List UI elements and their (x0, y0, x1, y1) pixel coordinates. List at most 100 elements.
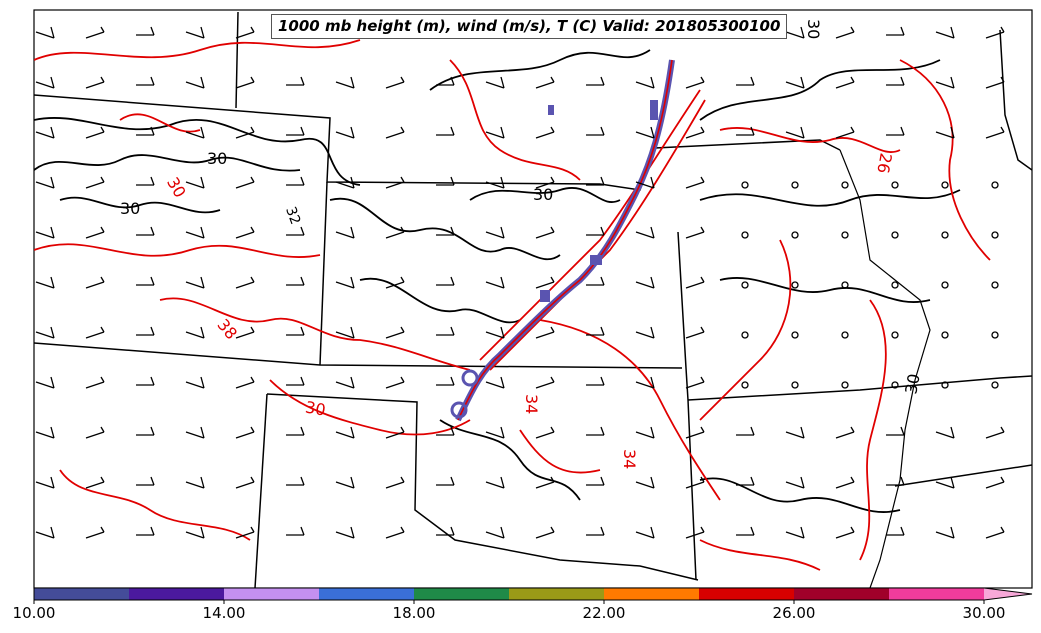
wind-barb (685, 276, 705, 289)
colorbar-segment (794, 588, 889, 600)
calm-wind-circle (741, 381, 749, 389)
wind-barb (886, 126, 905, 136)
wind-barb (485, 376, 505, 389)
wind-barb (35, 26, 55, 39)
wind-barb (436, 476, 455, 486)
wind-barb (835, 126, 855, 139)
wind-barb (185, 376, 205, 389)
wind-barb (385, 426, 405, 439)
calm-wind-circle (941, 331, 949, 339)
wind-barb (385, 376, 405, 389)
wind-barb (586, 426, 605, 436)
wind-barb (35, 76, 55, 89)
wind-barb (535, 476, 555, 489)
calm-wind-circle (841, 181, 849, 189)
wind-barb (85, 26, 105, 39)
wind-barb (436, 276, 455, 286)
wind-barb (985, 76, 1005, 89)
calm-wind-circle (741, 181, 749, 189)
wind-barb (586, 326, 605, 336)
wind-barb (136, 476, 155, 486)
wind-barb (635, 76, 655, 89)
wind-barb (485, 226, 505, 239)
wind-barb (635, 476, 655, 489)
wind-barb (736, 76, 755, 86)
colorbar-tick-label: 18.00 (392, 604, 436, 622)
wind-barb (136, 126, 155, 136)
wind-barb (436, 226, 455, 236)
wind-barb (935, 126, 955, 139)
wind-barb (685, 476, 705, 489)
river-boundary (839, 149, 931, 588)
wind-barb (985, 126, 1005, 139)
calm-wind-circle (791, 331, 799, 339)
wind-barb (235, 126, 255, 139)
colorbar-segment (699, 588, 794, 600)
wind-barb (436, 176, 455, 186)
wind-barb (35, 276, 55, 289)
map-title: 1000 mb height (m), wind (m/s), T (C) Va… (271, 14, 788, 39)
contour-label: 34 (620, 449, 639, 469)
wind-barbs (35, 26, 1005, 539)
wind-barb (85, 226, 105, 239)
calm-wind-circle (991, 181, 999, 189)
wind-barb (235, 476, 255, 489)
wind-barb (685, 126, 705, 139)
calm-wind-circle (941, 181, 949, 189)
wind-barb (185, 176, 205, 189)
wind-barb (685, 76, 705, 89)
colorbar-segment (509, 588, 604, 600)
wind-barb (136, 176, 155, 186)
colorbar-segment (224, 588, 319, 600)
wind-barb (286, 226, 305, 236)
wind-barb (335, 226, 355, 239)
wind-barb (85, 126, 105, 139)
wind-barb (286, 276, 305, 286)
wind-barb (235, 376, 255, 389)
wind-barb (185, 126, 205, 139)
colorbar-segment (889, 588, 984, 600)
wind-barb (835, 526, 855, 539)
calm-wind-circle (791, 281, 799, 289)
wind-barb (235, 226, 255, 239)
wind-barb (685, 526, 705, 539)
wind-barb (335, 276, 355, 289)
wind-barb (235, 526, 255, 539)
calm-wind-circle (991, 331, 999, 339)
colorbar-segment (319, 588, 414, 600)
warm-front-band (450, 59, 675, 422)
wind-barb (535, 76, 555, 89)
wind-barb (835, 476, 855, 489)
calm-wind-circle (841, 381, 849, 389)
wind-barb (35, 476, 55, 489)
wind-barb (136, 76, 155, 86)
wind-barb (136, 226, 155, 236)
wind-barb (635, 526, 655, 539)
colorbar-segment (129, 588, 224, 600)
wind-barb (685, 226, 705, 239)
state-boundaries (34, 11, 1032, 588)
wind-barb (85, 426, 105, 439)
wind-barb (35, 226, 55, 239)
calm-wind-circle (991, 231, 999, 239)
wind-barb (85, 476, 105, 489)
calm-wind-circle (841, 281, 849, 289)
calm-wind-circle (841, 331, 849, 339)
wind-barb (935, 76, 955, 89)
wind-barb (85, 376, 105, 389)
calm-wind-circle (841, 231, 849, 239)
wind-barb (286, 476, 305, 486)
wind-barb (635, 126, 655, 139)
wind-barb (586, 126, 605, 136)
wind-barb (886, 76, 905, 86)
wind-barb (985, 476, 1005, 489)
wind-barb (335, 426, 355, 439)
wind-barb (586, 476, 605, 486)
wind-barb (436, 376, 455, 386)
wind-barb (286, 126, 305, 136)
wind-barb (736, 476, 755, 486)
wind-barb (586, 76, 605, 86)
wind-barb (485, 326, 505, 339)
wind-barb (985, 26, 1005, 39)
